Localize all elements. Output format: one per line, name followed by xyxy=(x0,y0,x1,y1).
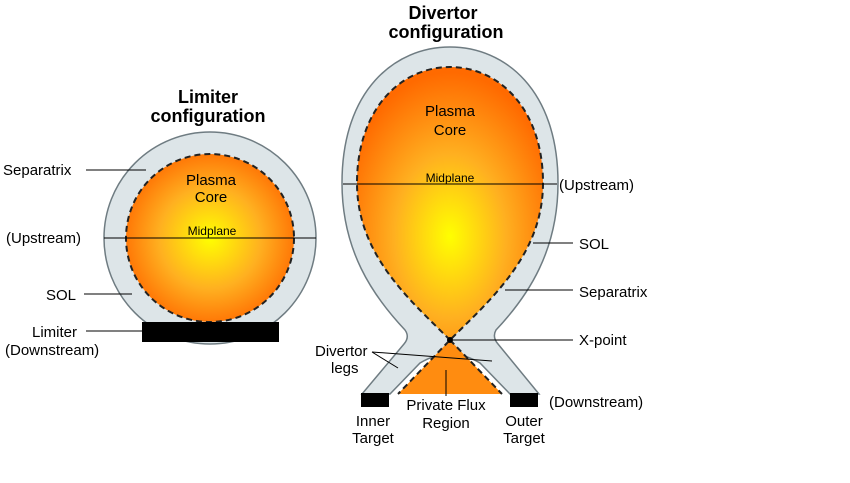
limiter-plate-label-line1: Limiter xyxy=(32,324,77,341)
x-point-label: X-point xyxy=(579,332,627,349)
outer-target-label-line1: Outer xyxy=(505,413,543,430)
divertor-plasma-core xyxy=(357,67,543,340)
divertor-private-flux-region xyxy=(398,340,502,394)
divertor-legs-label-line1: Divertor xyxy=(315,343,368,360)
limiter-plate-label-line2: (Downstream) xyxy=(5,342,99,359)
private-flux-label-line2: Region xyxy=(422,415,470,432)
limiter-sol-label: SOL xyxy=(46,287,76,304)
divertor-legs-leader-inner xyxy=(371,351,399,369)
private-flux-label-line1: Private Flux xyxy=(406,397,486,414)
divertor-core-label-line1: Plasma xyxy=(425,103,476,120)
inner-target-label-line2: Target xyxy=(352,430,395,447)
divertor-legs-label-line2: legs xyxy=(331,360,359,377)
limiter-core-label-line1: Plasma xyxy=(186,172,237,189)
limiter-title-line1: Limiter xyxy=(178,87,238,107)
divertor-separatrix-line xyxy=(355,65,545,395)
limiter-upstream-label: (Upstream) xyxy=(6,230,81,247)
limiter-plate xyxy=(142,322,279,342)
outer-target-label-line2: Target xyxy=(503,430,546,447)
limiter-separatrix-label: Separatrix xyxy=(3,162,72,179)
divertor-title-line2: configuration xyxy=(389,22,504,42)
limiter-configuration: Limiter configuration Plasma Core Midpla… xyxy=(3,87,317,359)
divertor-separatrix-label: Separatrix xyxy=(579,284,648,301)
divertor-title-line1: Divertor xyxy=(408,3,477,23)
divertor-downstream-label: (Downstream) xyxy=(549,394,643,411)
limiter-midplane-label: Midplane xyxy=(188,224,237,238)
divertor-legs-leader-outer xyxy=(371,351,493,362)
divertor-core-label-line2: Core xyxy=(434,122,467,139)
inner-target-label-line1: Inner xyxy=(356,413,390,430)
limiter-core-label-line2: Core xyxy=(195,189,228,206)
inner-target-plate xyxy=(361,393,389,407)
limiter-title-line2: configuration xyxy=(151,106,266,126)
outer-target-plate xyxy=(510,393,538,407)
divertor-midplane-label: Midplane xyxy=(426,171,475,185)
divertor-sol-label: SOL xyxy=(579,236,609,253)
x-point-dot xyxy=(447,337,453,343)
divertor-configuration: Divertor configuration Plasma Core Midpl… xyxy=(315,3,648,447)
divertor-upstream-label: (Upstream) xyxy=(559,177,634,194)
